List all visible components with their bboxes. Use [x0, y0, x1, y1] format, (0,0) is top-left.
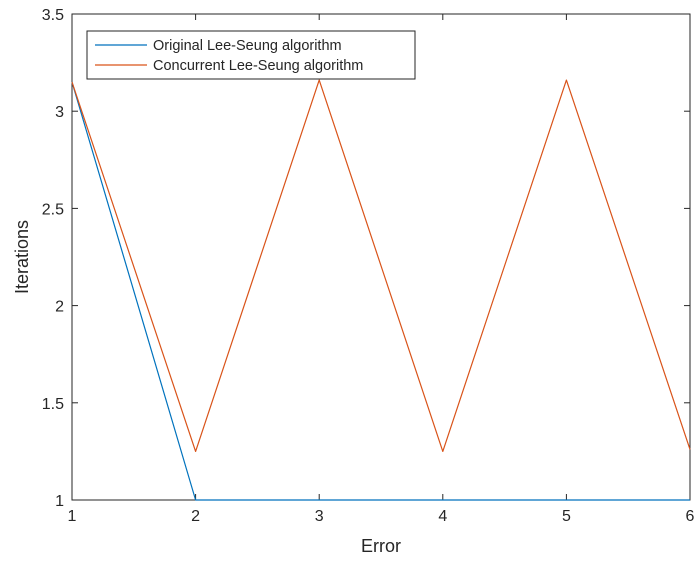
- x-axis-label: Error: [361, 536, 401, 556]
- y-tick-label: 2: [55, 299, 64, 316]
- x-tick-label: 2: [191, 508, 200, 525]
- legend-label-2: Concurrent Lee-Seung algorithm: [153, 58, 363, 74]
- legend-box: [86, 30, 416, 80]
- y-tick-label: 1.5: [42, 396, 64, 413]
- y-tick-label: 3: [55, 104, 64, 121]
- x-tick-label: 1: [68, 508, 77, 525]
- y-tick-label: 1: [55, 493, 64, 510]
- y-tick-label: 3.5: [42, 7, 64, 24]
- legend-label-1: Original Lee-Seung algorithm: [153, 38, 342, 54]
- x-tick-label: 5: [562, 508, 571, 525]
- axis-ticks: 1 2 3 4 5 6 1 1.5 2 2.5 3 3.5: [42, 7, 694, 525]
- x-tick-label: 3: [315, 508, 324, 525]
- x-tick-label: 6: [686, 508, 694, 525]
- series-line-2: [71, 79, 691, 452]
- x-tick-label: 4: [438, 508, 447, 525]
- axes-box: [71, 13, 691, 501]
- series-line-1: [71, 81, 690, 501]
- legend: Original Lee-Seung algorithm Concurrent L…: [86, 30, 416, 80]
- chart-series: [71, 79, 691, 501]
- plot-area-frame: [71, 13, 691, 501]
- y-axis-label: Iterations: [12, 220, 32, 294]
- y-tick-label: 2.5: [42, 201, 64, 218]
